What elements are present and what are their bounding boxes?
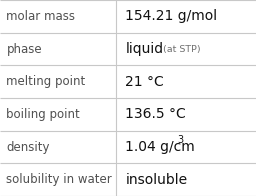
Text: insoluble: insoluble bbox=[125, 173, 188, 187]
Text: 154.21 g/mol: 154.21 g/mol bbox=[125, 9, 218, 23]
Text: 136.5 °C: 136.5 °C bbox=[125, 107, 186, 121]
Text: 21 °C: 21 °C bbox=[125, 75, 164, 89]
Text: 1.04 g/cm: 1.04 g/cm bbox=[125, 140, 195, 154]
Text: phase: phase bbox=[6, 43, 42, 55]
Text: density: density bbox=[6, 141, 50, 153]
Text: molar mass: molar mass bbox=[6, 10, 76, 23]
Text: melting point: melting point bbox=[6, 75, 86, 88]
Text: 3: 3 bbox=[177, 135, 184, 145]
Text: liquid: liquid bbox=[125, 42, 164, 56]
Text: solubility in water: solubility in water bbox=[6, 173, 112, 186]
Text: boiling point: boiling point bbox=[6, 108, 80, 121]
Text: (at STP): (at STP) bbox=[163, 44, 201, 54]
